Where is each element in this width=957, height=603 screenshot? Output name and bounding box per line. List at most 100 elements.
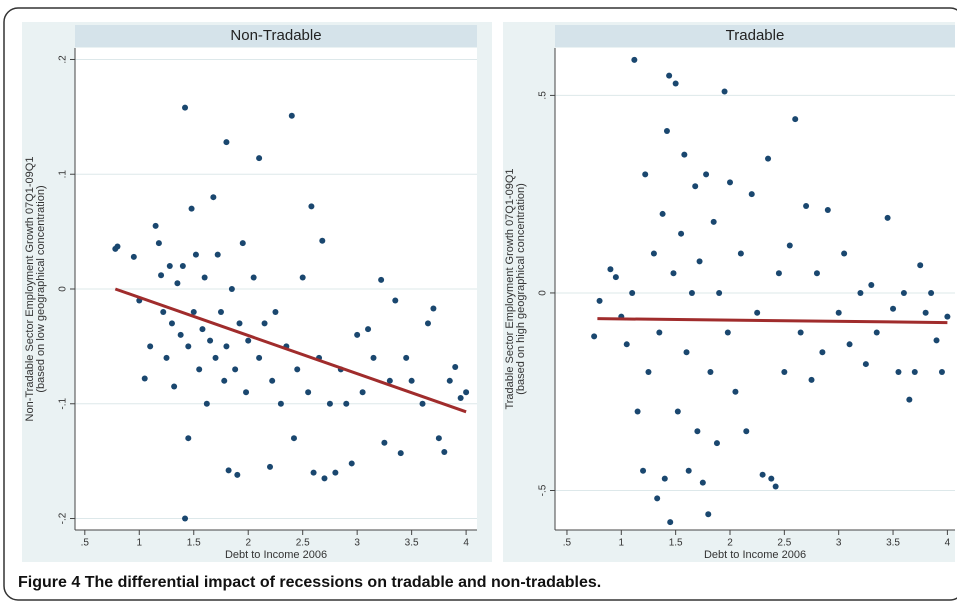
scatter-point bbox=[223, 343, 230, 350]
scatter-point bbox=[243, 389, 250, 396]
scatter-point bbox=[642, 171, 649, 178]
scatter-point bbox=[661, 475, 668, 482]
scatter-point bbox=[354, 331, 361, 338]
scatter-point bbox=[781, 368, 788, 375]
scatter-point bbox=[819, 349, 826, 356]
x-axis-label: Debt to Income 2006 bbox=[225, 549, 327, 561]
scatter-point bbox=[174, 280, 181, 287]
x-tick-label: 4 bbox=[945, 538, 951, 549]
x-tick-label: 1.5 bbox=[187, 538, 201, 549]
scatter-point bbox=[386, 377, 393, 384]
scatter-point bbox=[435, 435, 442, 442]
scatter-point bbox=[631, 56, 638, 63]
fit-line bbox=[597, 317, 948, 325]
scatter-point bbox=[166, 263, 173, 270]
scatter-point bbox=[365, 326, 372, 333]
y-axis-label: Tradable Sector Employment Growth 07Q1-0… bbox=[504, 168, 516, 409]
scatter-point bbox=[160, 308, 167, 315]
scatter-point bbox=[114, 243, 121, 250]
scatter-point bbox=[748, 191, 755, 198]
scatter-point bbox=[938, 368, 945, 375]
scatter-point bbox=[228, 286, 235, 292]
scatter-point bbox=[596, 297, 603, 304]
title-strip bbox=[555, 25, 955, 47]
scatter-point bbox=[201, 274, 208, 281]
scatter-point bbox=[290, 435, 297, 442]
scatter-point bbox=[591, 333, 598, 340]
scatter-point bbox=[797, 329, 804, 336]
scatter-point bbox=[182, 515, 189, 522]
scatter-point bbox=[813, 270, 820, 277]
scatter-point bbox=[212, 354, 219, 361]
scatter-point bbox=[179, 263, 186, 270]
scatter-point bbox=[906, 396, 913, 403]
scatter-point bbox=[210, 194, 217, 201]
scatter-point bbox=[634, 408, 641, 415]
scatter-point bbox=[378, 276, 385, 283]
scatter-point bbox=[724, 329, 731, 336]
x-tick-label: 2.5 bbox=[777, 538, 791, 549]
x-tick-label: 1.5 bbox=[669, 538, 683, 549]
scatter-point bbox=[674, 408, 681, 415]
scatter-point bbox=[873, 329, 880, 336]
y-tick-label: -.5 bbox=[538, 484, 549, 496]
scatter-point bbox=[670, 270, 677, 277]
x-tick-label: 2 bbox=[727, 538, 733, 549]
y-tick-label: -.2 bbox=[58, 512, 69, 524]
scatter-point bbox=[256, 354, 263, 361]
scatter-point bbox=[672, 80, 679, 87]
scatter-point bbox=[424, 320, 431, 327]
scatter-point bbox=[188, 205, 195, 212]
scatter-point bbox=[408, 377, 415, 384]
scatter-point bbox=[703, 171, 710, 178]
scatter-point bbox=[692, 183, 699, 190]
scatter-point bbox=[759, 471, 766, 478]
scatter-point bbox=[348, 460, 355, 467]
scatter-point bbox=[308, 203, 315, 210]
scatter-point bbox=[441, 448, 448, 455]
scatter-point bbox=[207, 337, 214, 344]
scatter-point bbox=[900, 289, 907, 296]
scatter-point bbox=[786, 242, 793, 249]
scatter-point bbox=[694, 428, 701, 435]
scatter-point bbox=[452, 364, 459, 371]
scatter-point bbox=[683, 349, 690, 356]
scatter-point bbox=[768, 475, 775, 482]
scatter-point bbox=[236, 320, 243, 327]
scatter-point bbox=[177, 331, 184, 338]
scatter-point bbox=[192, 251, 199, 258]
scatter-point bbox=[862, 361, 869, 368]
y-axis-label: (based on high geographical concentratio… bbox=[515, 183, 527, 395]
scatter-point bbox=[868, 282, 875, 289]
panel-title: Non-Tradable bbox=[230, 27, 321, 44]
scatter-point bbox=[190, 308, 197, 315]
scatter-point bbox=[737, 250, 744, 257]
scatter-point bbox=[659, 210, 666, 217]
scatter-point bbox=[824, 206, 831, 213]
x-tick-label: 3 bbox=[836, 538, 842, 549]
scatter-point bbox=[168, 320, 175, 327]
scatter-point bbox=[158, 272, 165, 279]
scatter-point bbox=[732, 388, 739, 395]
scatter-point bbox=[667, 519, 674, 526]
scatter-point bbox=[666, 72, 673, 79]
scatter-point bbox=[656, 329, 663, 336]
y-tick-label: 0 bbox=[58, 286, 69, 292]
scatter-point bbox=[713, 440, 720, 447]
x-tick-label: 3 bbox=[354, 538, 360, 549]
scatter-point bbox=[663, 127, 670, 134]
x-tick-label: 3.5 bbox=[405, 538, 419, 549]
scatter-point bbox=[765, 155, 772, 162]
plot-area bbox=[555, 48, 955, 530]
scatter-point bbox=[288, 112, 295, 119]
scatter-point bbox=[645, 368, 652, 375]
scatter-point bbox=[654, 495, 661, 502]
scatter-point bbox=[392, 297, 399, 304]
scatter-point bbox=[446, 377, 453, 384]
y-tick-label: .1 bbox=[58, 170, 69, 179]
scatter-point bbox=[623, 341, 630, 348]
scatter-point bbox=[710, 218, 717, 225]
scatter-point bbox=[196, 366, 203, 373]
scatter-point bbox=[277, 400, 284, 407]
scatter-point bbox=[294, 366, 301, 373]
